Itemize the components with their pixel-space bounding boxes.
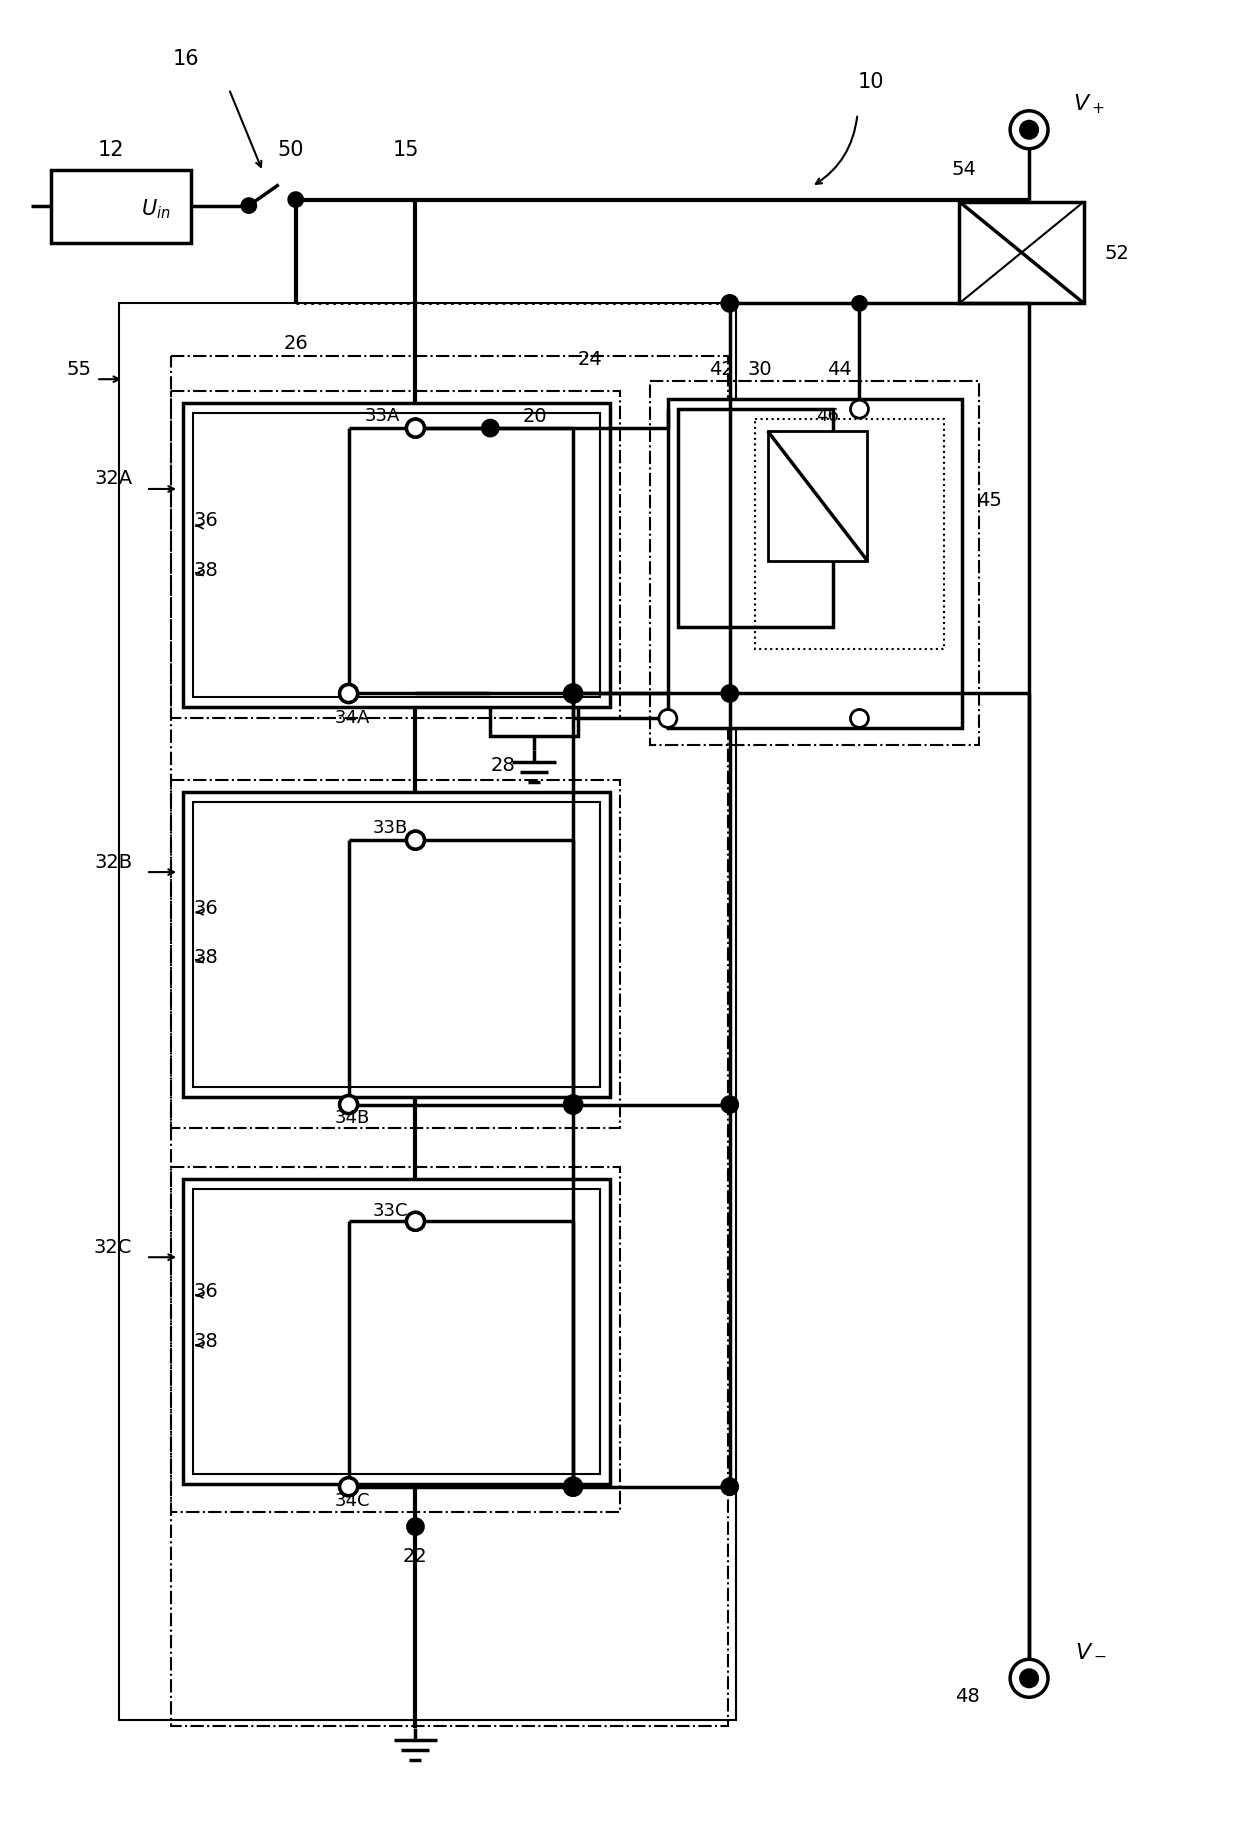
Circle shape: [407, 830, 424, 849]
Circle shape: [482, 421, 498, 435]
Bar: [51, 170, 191, 243]
Text: 38: 38: [193, 1332, 218, 1350]
Circle shape: [407, 419, 424, 437]
Text: 16: 16: [172, 49, 200, 70]
Circle shape: [564, 1478, 582, 1496]
Bar: [755, 419, 945, 649]
Text: 38: 38: [193, 562, 218, 580]
Circle shape: [340, 1096, 357, 1114]
Bar: [184, 1180, 610, 1483]
Text: 50: 50: [278, 139, 304, 159]
Circle shape: [564, 1096, 582, 1114]
Text: 45: 45: [977, 492, 1002, 510]
Text: 54: 54: [952, 161, 977, 179]
Circle shape: [340, 1478, 357, 1496]
Bar: [960, 201, 1084, 304]
Text: 22: 22: [403, 1547, 428, 1566]
Circle shape: [722, 686, 738, 702]
Text: 36: 36: [193, 898, 218, 918]
Circle shape: [722, 1478, 738, 1494]
Circle shape: [722, 296, 738, 311]
Circle shape: [407, 1213, 424, 1231]
Text: 33B: 33B: [373, 819, 408, 838]
Circle shape: [407, 830, 424, 849]
Bar: [193, 803, 600, 1086]
Text: 44: 44: [827, 360, 852, 379]
Bar: [119, 304, 735, 1721]
Text: 48: 48: [955, 1686, 980, 1706]
Circle shape: [340, 684, 357, 702]
Bar: [171, 391, 620, 719]
Bar: [184, 792, 610, 1097]
Circle shape: [852, 296, 867, 311]
Text: 26: 26: [284, 333, 308, 353]
Bar: [490, 699, 578, 737]
Text: 30: 30: [748, 360, 773, 379]
Text: 55: 55: [67, 360, 92, 379]
Circle shape: [564, 684, 582, 702]
Bar: [193, 413, 600, 697]
Text: 12: 12: [98, 139, 124, 159]
Text: 10: 10: [858, 71, 884, 91]
Text: 32A: 32A: [94, 470, 133, 488]
Circle shape: [242, 199, 255, 212]
Text: 32B: 32B: [94, 852, 133, 872]
Bar: [171, 1167, 620, 1511]
Text: 33A: 33A: [365, 408, 401, 424]
Text: 15: 15: [392, 139, 419, 159]
Text: 36: 36: [193, 512, 218, 530]
Circle shape: [1021, 1670, 1038, 1688]
Circle shape: [340, 1478, 357, 1496]
Text: 34C: 34C: [335, 1492, 371, 1509]
Text: 34A: 34A: [335, 710, 371, 728]
Circle shape: [407, 419, 424, 437]
Circle shape: [408, 1518, 423, 1535]
Text: 24: 24: [578, 349, 603, 369]
Bar: [184, 402, 610, 708]
Bar: [650, 380, 980, 746]
Circle shape: [1011, 1659, 1048, 1697]
Circle shape: [851, 401, 868, 419]
Bar: [171, 781, 620, 1127]
Circle shape: [658, 710, 677, 728]
Text: $V_-$: $V_-$: [1075, 1641, 1107, 1661]
Circle shape: [289, 192, 303, 207]
Bar: [171, 357, 728, 1727]
Bar: [768, 432, 868, 562]
Text: 34B: 34B: [335, 1108, 371, 1127]
Circle shape: [340, 684, 357, 702]
Circle shape: [851, 710, 868, 728]
Bar: [668, 399, 962, 728]
Text: 28: 28: [491, 755, 516, 775]
Text: 20: 20: [523, 406, 548, 426]
Bar: [193, 1189, 600, 1474]
Circle shape: [340, 1096, 357, 1114]
Circle shape: [408, 421, 423, 435]
Text: $U_{in}$: $U_{in}$: [141, 198, 171, 221]
Text: 46: 46: [816, 408, 839, 424]
Text: 42: 42: [709, 360, 734, 379]
Circle shape: [1021, 121, 1038, 139]
Text: 36: 36: [193, 1282, 218, 1300]
Text: 33C: 33C: [373, 1202, 408, 1220]
Circle shape: [722, 1097, 738, 1112]
Text: $V_+$: $V_+$: [1073, 91, 1105, 115]
Text: 38: 38: [193, 949, 218, 968]
Bar: [678, 410, 832, 627]
Text: 32C: 32C: [94, 1238, 133, 1257]
Circle shape: [407, 1213, 424, 1231]
Text: 52: 52: [1105, 243, 1130, 263]
Circle shape: [1011, 112, 1048, 148]
